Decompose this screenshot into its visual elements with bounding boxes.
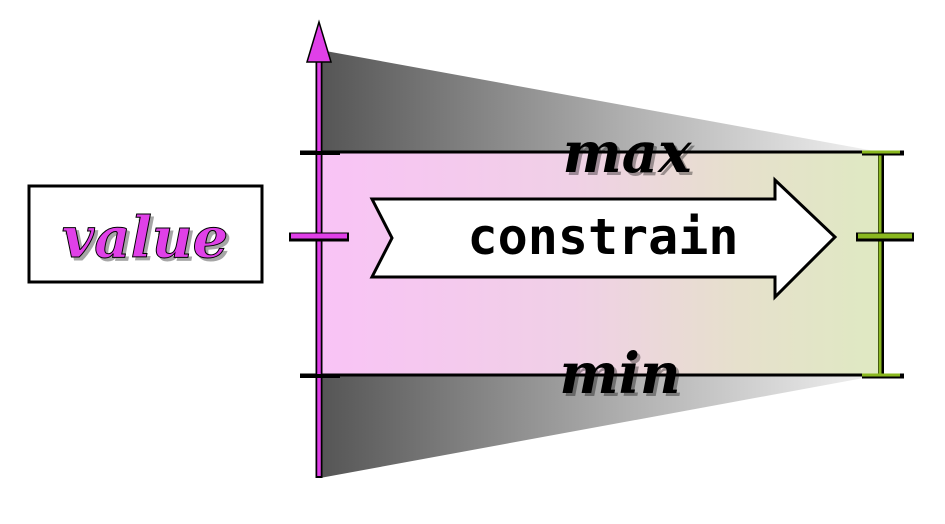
constrain-label: constrain	[468, 208, 739, 266]
min-label: min	[559, 341, 680, 407]
upper-range-band	[320, 50, 880, 152]
max-label: max	[563, 120, 693, 186]
value-axis-arrow-icon	[305, 19, 333, 63]
constrain-arrow	[369, 176, 838, 301]
value-box	[27, 184, 264, 284]
lower-range-band	[320, 375, 880, 478]
value-label: value	[62, 205, 228, 271]
